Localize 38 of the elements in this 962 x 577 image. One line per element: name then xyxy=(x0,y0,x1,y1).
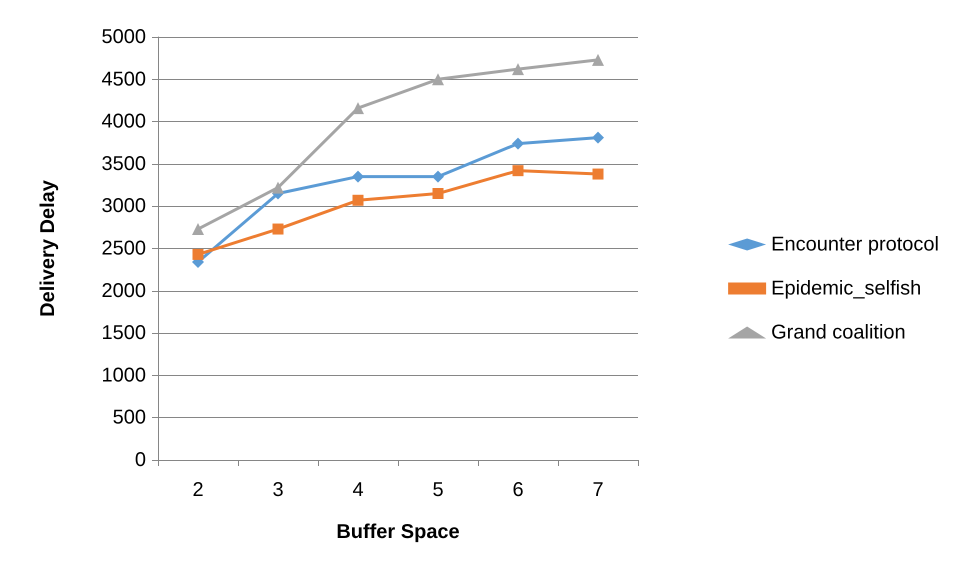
y-tick-label: 1500 xyxy=(102,322,146,344)
point xyxy=(352,102,364,114)
point xyxy=(432,170,444,183)
y-tick-label: 5000 xyxy=(102,26,146,48)
y-tick-label: 4500 xyxy=(102,68,146,90)
point xyxy=(592,54,604,66)
y-tick-label: 500 xyxy=(112,406,146,429)
x-tick-label: 3 xyxy=(272,479,284,501)
y-tick-label: 1000 xyxy=(102,364,146,386)
y-axis-title: Delivery Delay xyxy=(37,179,59,317)
legend-label: Grand coalition xyxy=(771,322,906,344)
y-tick-label: 2000 xyxy=(102,280,146,302)
x-tick-label: 5 xyxy=(432,479,444,501)
x-tick-label: 2 xyxy=(192,479,204,501)
x-axis-title: Buffer Space xyxy=(336,521,460,543)
legend-label: Epidemic_selfish xyxy=(771,278,922,300)
point xyxy=(512,165,524,176)
point xyxy=(352,194,364,206)
point xyxy=(512,138,524,150)
x-tick-label: 7 xyxy=(592,479,604,501)
point xyxy=(512,63,524,76)
y-tick-label: 3000 xyxy=(102,195,146,218)
point xyxy=(192,248,204,260)
point xyxy=(592,132,604,144)
legend-label: Encounter protocol xyxy=(771,234,940,256)
x-tick-label: 6 xyxy=(512,479,524,501)
y-tick-label: 4000 xyxy=(102,110,146,133)
point xyxy=(352,170,364,183)
x-tick-label: 4 xyxy=(352,479,364,501)
point xyxy=(592,168,604,180)
point xyxy=(272,182,284,194)
point xyxy=(432,188,444,200)
point xyxy=(192,223,204,236)
point xyxy=(432,73,444,86)
y-tick-label: 2500 xyxy=(102,238,146,260)
y-tick-label: 3500 xyxy=(102,152,146,175)
y-tick-label: 0 xyxy=(134,449,146,471)
point xyxy=(272,224,284,235)
